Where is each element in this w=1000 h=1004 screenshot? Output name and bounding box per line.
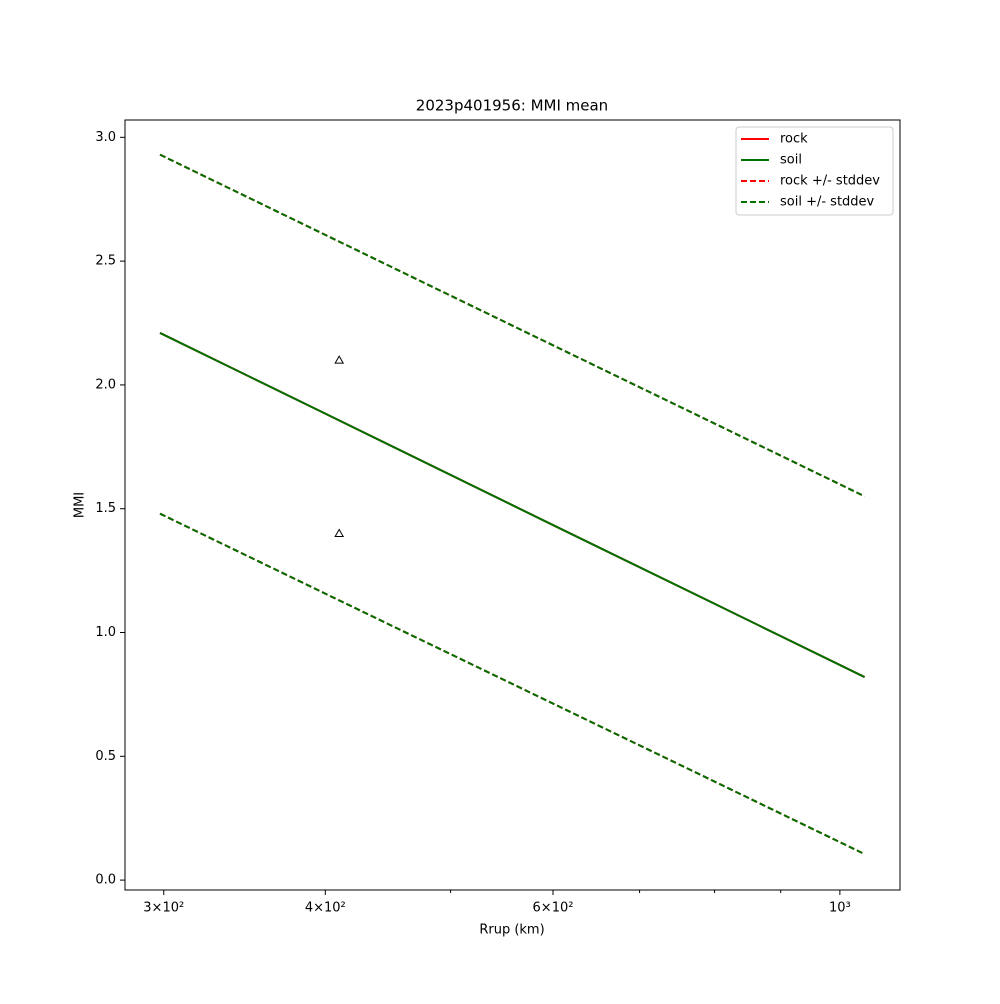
x-tick-label: 4×10² bbox=[305, 901, 346, 916]
y-tick-label: 0.0 bbox=[95, 873, 116, 888]
upper-line bbox=[159, 153, 866, 498]
lower-line bbox=[159, 512, 866, 856]
y-tick-label: 1.5 bbox=[95, 501, 116, 516]
x-tick-label: 3×10² bbox=[143, 901, 184, 916]
line bbox=[159, 332, 866, 678]
legend-label: rock +/- stddev bbox=[780, 174, 880, 189]
y-tick-label: 2.5 bbox=[95, 254, 116, 269]
point bbox=[334, 528, 345, 537]
y-tick-label: 0.5 bbox=[95, 749, 116, 764]
legend-label: rock bbox=[780, 132, 808, 147]
y-tick-label: 3.0 bbox=[95, 130, 116, 145]
legend-label: soil bbox=[780, 153, 802, 168]
legend-label: soil +/- stddev bbox=[780, 195, 875, 210]
x-tick-label: 10³ bbox=[829, 901, 851, 916]
plot-frame bbox=[124, 119, 901, 891]
y-axis-label: MMI bbox=[73, 492, 88, 518]
y-tick-label: 2.0 bbox=[95, 377, 116, 392]
chart-title: 2023p401956: MMI mean bbox=[416, 97, 608, 115]
x-tick-label: 6×10² bbox=[533, 901, 574, 916]
point bbox=[334, 355, 345, 364]
x-axis-label: Rrup (km) bbox=[479, 923, 544, 938]
y-tick-label: 1.0 bbox=[95, 625, 116, 640]
legend-box bbox=[735, 126, 894, 216]
